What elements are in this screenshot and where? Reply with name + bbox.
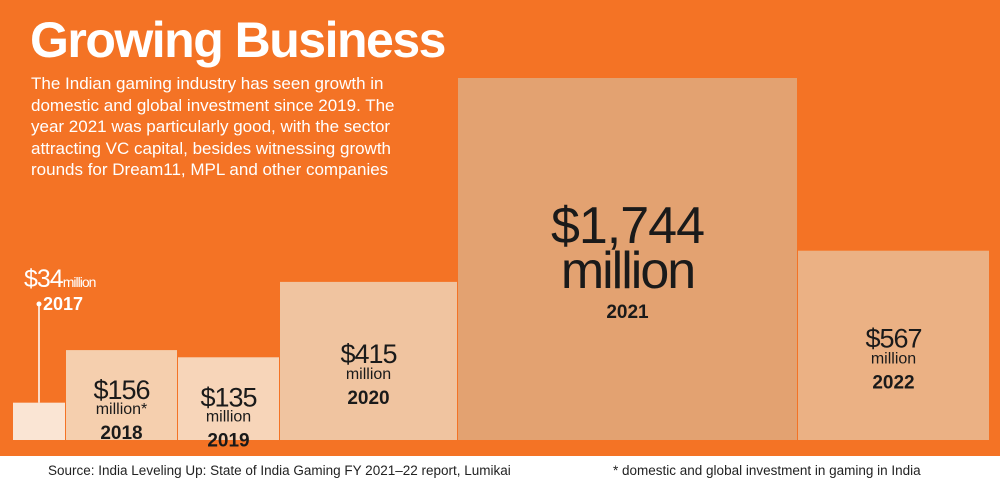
category-label-2021: 2021 xyxy=(606,302,649,323)
bar-chart: $34million2017$156million*2018$135millio… xyxy=(13,78,989,451)
bar-2017 xyxy=(13,402,65,440)
value-unit-2022: million xyxy=(871,350,916,367)
value-unit-2017: million xyxy=(63,274,96,290)
chart-title: Growing Business xyxy=(30,12,446,68)
footnote: * domestic and global investment in gami… xyxy=(613,463,921,478)
category-label-2017: 2017 xyxy=(43,294,83,314)
value-amount-2019: $135 xyxy=(200,382,256,412)
bar-2018 xyxy=(66,350,177,440)
value-amount-2018: $156 xyxy=(93,375,149,405)
bar-2021 xyxy=(458,78,797,440)
bar-2020 xyxy=(280,281,457,440)
leader-dot-2017 xyxy=(36,301,42,307)
value-unit-2018: million* xyxy=(96,401,148,418)
value-amount-2020: $415 xyxy=(340,339,396,369)
value-amount-2017: $34 xyxy=(24,265,64,293)
bar-2022 xyxy=(798,250,989,440)
category-label-2019: 2019 xyxy=(207,430,249,451)
value-label-2017: $34million xyxy=(24,265,96,293)
category-label-2022: 2022 xyxy=(872,372,914,393)
category-label-2020: 2020 xyxy=(347,388,389,409)
value-unit-2020: million xyxy=(346,366,391,383)
value-amount-2022: $567 xyxy=(865,323,921,353)
chart-subtitle: The Indian gaming industry has seen grow… xyxy=(31,74,395,179)
bar-2019 xyxy=(178,357,279,440)
value-unit-2019: million xyxy=(206,408,251,425)
category-label-2018: 2018 xyxy=(100,423,142,444)
value-amount-2021: $1,744 xyxy=(551,197,704,255)
source-note: Source: India Leveling Up: State of Indi… xyxy=(48,463,511,478)
value-unit-2021: million xyxy=(561,242,694,300)
